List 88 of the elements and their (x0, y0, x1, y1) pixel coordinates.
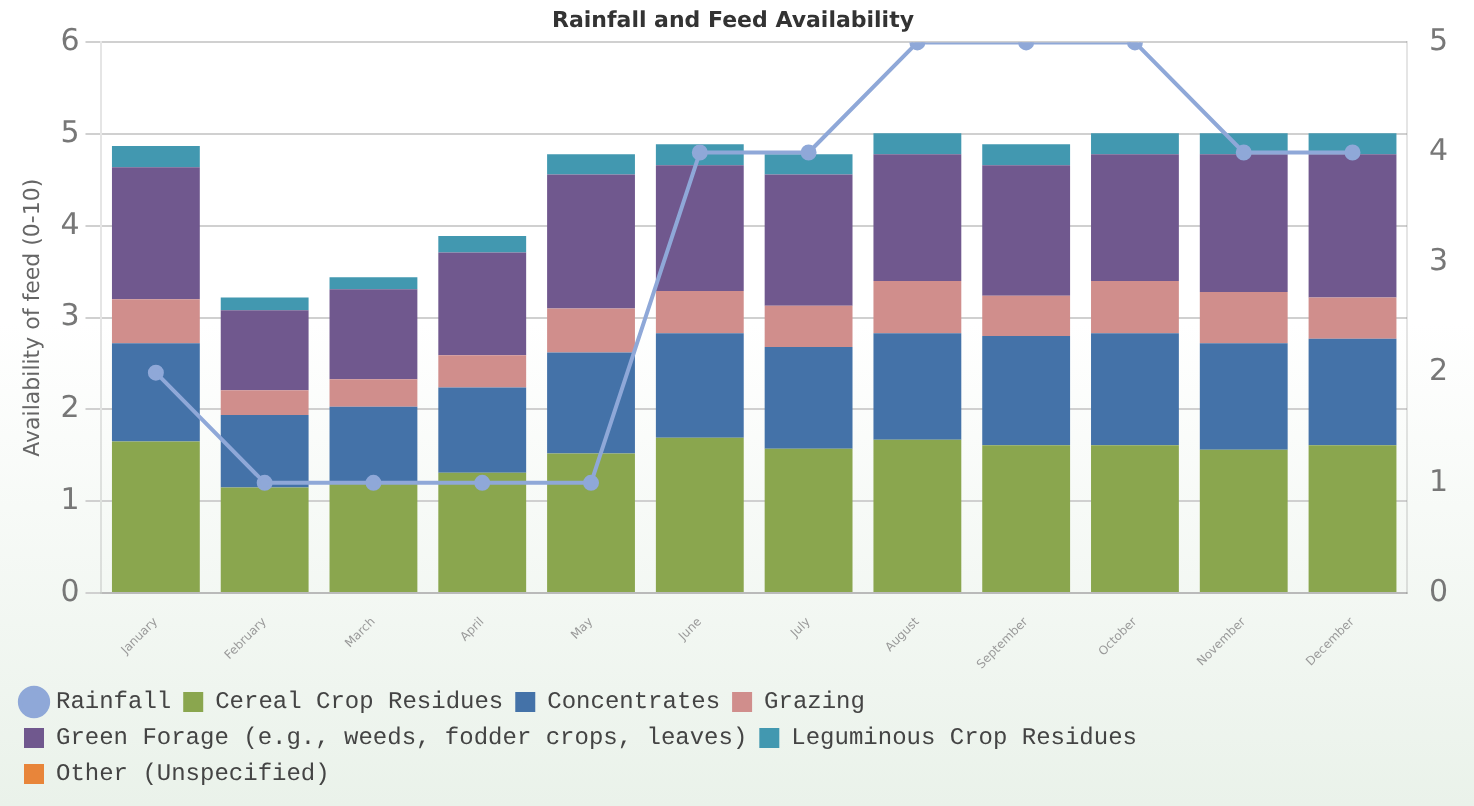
bar (982, 144, 1071, 166)
legend-label: Cereal Crop Residues (215, 688, 504, 717)
bar (111, 343, 200, 442)
bar (438, 236, 527, 253)
point (147, 364, 164, 381)
y-tick-label: 1 (60, 480, 80, 517)
bar (1199, 291, 1288, 344)
bar (982, 445, 1071, 592)
point (256, 474, 273, 491)
legend-label: Leguminous Crop Residues (791, 724, 1137, 753)
bar (1308, 445, 1397, 592)
bar (1308, 154, 1397, 298)
bar (547, 352, 635, 454)
bar (111, 299, 200, 344)
y2-tick-label: 1 (1428, 462, 1449, 499)
bar (873, 333, 962, 440)
bar (873, 133, 962, 155)
y2-tick-label: 3 (1428, 242, 1449, 279)
legend-label: Grazing (764, 688, 865, 717)
bar (329, 379, 418, 407)
bar (438, 472, 527, 592)
bar (873, 439, 962, 592)
bar (982, 336, 1071, 446)
bar (1308, 338, 1397, 446)
bar (873, 154, 962, 281)
bar (111, 167, 200, 300)
bar (1308, 297, 1397, 339)
y2-tick-label: 2 (1428, 352, 1449, 389)
y-tick-label: 3 (60, 297, 80, 334)
bar (1091, 445, 1179, 592)
bar (329, 277, 418, 290)
bar (1091, 154, 1179, 281)
bar (655, 165, 744, 292)
bar (982, 295, 1071, 337)
bar (111, 146, 200, 168)
bar (220, 390, 309, 415)
y-tick-label: 5 (60, 113, 80, 150)
y-tick-label: 6 (60, 22, 80, 59)
y-axis-title: Availability of feed (0-10) (18, 178, 45, 457)
point (365, 474, 382, 491)
point (474, 474, 491, 491)
bar (111, 441, 200, 592)
chart-title: Rainfall and Feed Availability (551, 6, 915, 33)
bar (982, 165, 1071, 296)
bar (438, 355, 527, 388)
point (583, 474, 600, 491)
bar (220, 310, 309, 391)
bar (655, 437, 744, 592)
legend-label: Other (Unspecified) (56, 760, 330, 789)
bar (438, 252, 527, 356)
bar (1199, 343, 1288, 450)
point (691, 144, 708, 161)
bar (547, 453, 635, 592)
y2-tick-label: 4 (1428, 132, 1449, 169)
y-tick-label: 0 (60, 572, 80, 609)
legend-label: Concentrates (547, 688, 721, 717)
y2-tick-label: 0 (1428, 572, 1449, 609)
bar (764, 448, 853, 592)
bar (547, 154, 635, 175)
bar (329, 289, 418, 380)
point (800, 144, 817, 161)
point (1344, 144, 1361, 161)
bar (438, 387, 527, 473)
bar (329, 406, 418, 484)
bar (220, 297, 309, 311)
bar (764, 174, 853, 306)
bar (547, 174, 635, 309)
y2-tick-label: 5 (1428, 22, 1449, 59)
bar (220, 414, 309, 488)
bar (1199, 154, 1288, 292)
bar (764, 154, 853, 175)
legend-label: Rainfall (56, 688, 172, 717)
bar (764, 305, 853, 348)
bar (329, 483, 418, 592)
bar (1091, 280, 1179, 334)
bar (547, 308, 635, 353)
bar (1091, 133, 1179, 155)
y-tick-label: 2 (60, 389, 80, 426)
point (1235, 144, 1252, 161)
bar (1199, 449, 1288, 592)
bar (873, 280, 962, 334)
bar (220, 487, 309, 592)
bar (655, 333, 744, 438)
y-tick-label: 4 (60, 205, 80, 242)
bar (764, 347, 853, 449)
legend-label: Green Forage (e.g., weeds, fodder crops, leaves) (56, 724, 748, 753)
bar (655, 291, 744, 334)
bar (1091, 333, 1179, 446)
